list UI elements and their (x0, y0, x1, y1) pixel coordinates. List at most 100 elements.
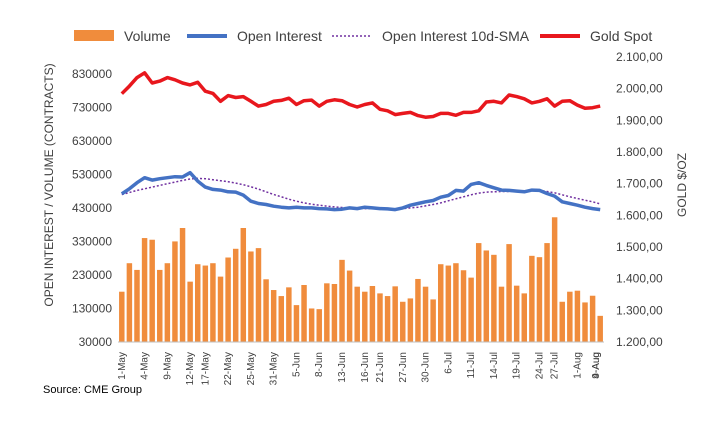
x-tick-label: 8-Jun (314, 352, 325, 377)
volume-bar (369, 286, 376, 342)
volume-bar (232, 248, 239, 342)
y-axis-right-ticks: 2.100,00 2.000,00 1.900,00 1.800,00 1.700,00… (616, 50, 663, 349)
volume-bar (529, 255, 535, 342)
y-left-tick-label: 730000 (72, 100, 112, 114)
x-tick-label: 14-Jul (489, 352, 500, 379)
y-right-tick-label: 1.900,00 (616, 113, 663, 127)
volume-bar (164, 263, 171, 342)
volume-bar (597, 315, 603, 342)
x-tick-label: 25-May (246, 352, 257, 385)
source-note: Source: CME Group (43, 384, 143, 396)
volume-bar (255, 248, 262, 342)
volume-bar (498, 286, 505, 342)
volume-bar (589, 295, 596, 342)
volume-bar (513, 285, 520, 342)
open-interest-sma-line (121, 177, 601, 210)
volume-bar (293, 305, 300, 342)
y-right-tick-label: 1.300,00 (616, 303, 663, 317)
y-left-tick-label: 630000 (72, 134, 112, 148)
y-left-tick-label: 30000 (79, 335, 113, 349)
volume-bar (582, 302, 588, 342)
volume-bar (270, 290, 277, 342)
volume-bar (460, 270, 467, 342)
y-left-tick-label: 430000 (72, 201, 112, 215)
open-interest-line (120, 170, 601, 212)
volume-bar (217, 276, 224, 342)
y-right-tick-label: 1.600,00 (616, 208, 663, 222)
y-right-tick-label: 2.100,00 (616, 50, 663, 64)
volume-bar (308, 308, 315, 342)
volume-bar (430, 299, 436, 342)
volume-bar (301, 285, 307, 342)
x-tick-label: 12-May (185, 352, 196, 385)
x-tick-label: 9-Aug (591, 352, 602, 379)
volume-bar (134, 269, 140, 342)
volume-bar (149, 239, 155, 342)
y-axis-left-ticks: 830000 730000 630000 530000 430000 330000 2300… (72, 67, 112, 349)
volume-bar (384, 296, 391, 342)
y-left-tick-label: 130000 (72, 301, 112, 315)
y-axis-right-label: GOLD $/OZ (675, 153, 689, 217)
volume-bar (157, 269, 163, 342)
volume-bar (544, 243, 550, 342)
x-tick-label: 11-Jul (466, 352, 477, 379)
volume-bar (445, 265, 452, 342)
volume-bar (422, 286, 429, 342)
x-tick-label: 21-Jun (375, 352, 386, 383)
volume-bar (286, 287, 292, 342)
volume-bar (240, 228, 247, 342)
volume-bar (377, 293, 383, 342)
volume-bar (574, 290, 581, 342)
x-tick-label: 22-May (223, 352, 234, 385)
legend-item: Open Interest 10d-SMA (332, 28, 530, 44)
x-tick-label: 1-May (117, 352, 128, 380)
x-tick-label: 6-Jul (443, 352, 454, 374)
y-right-tick-label: 1.500,00 (616, 240, 663, 254)
x-tick-label: 19-Jul (512, 352, 523, 379)
volume-bar (483, 250, 490, 342)
legend-label: Gold Spot (590, 28, 652, 44)
y-right-tick-label: 1.200,00 (616, 335, 663, 349)
volume-bar (475, 243, 482, 342)
volume-bar (225, 257, 231, 342)
x-tick-label: 9-May (162, 352, 173, 380)
gold-spot-line (120, 71, 601, 119)
volume-bar (187, 281, 193, 342)
y-right-tick-label: 1.800,00 (616, 145, 663, 159)
volume-bar (551, 217, 558, 342)
volume-bar (248, 251, 254, 342)
legend-label: Open Interest (237, 28, 322, 44)
x-tick-label: 31-May (269, 352, 280, 385)
y-right-tick-label: 1.700,00 (616, 177, 663, 191)
volume-bar (339, 259, 345, 342)
volume-bar (346, 270, 353, 342)
x-tick-label: 27-Jun (398, 352, 409, 383)
x-tick-label: 1-Aug (572, 352, 583, 379)
volume-bar (316, 309, 322, 342)
legend: Volume Open Interest Open Interest 10d-SMA… (74, 28, 652, 44)
x-tick-label: 4-Aug (591, 352, 602, 379)
volume-bar (362, 291, 368, 342)
y-axis-left-label: OPEN INTEREST / VOLUME (CONTRACTS) (42, 63, 56, 306)
x-tick-label: 16-Jun (360, 352, 371, 383)
x-tick-label: 24-Jul (534, 352, 545, 379)
volume-bar (536, 257, 543, 342)
volume-bar (559, 301, 565, 342)
volume-bar (415, 278, 421, 342)
x-tick-label: 30-Jun (421, 352, 432, 383)
x-tick-label: 27-Jul (550, 352, 561, 379)
volume-bar (453, 263, 459, 342)
legend-label: Open Interest 10d-SMA (382, 28, 530, 44)
volume-bar (567, 291, 573, 342)
volume-bar (126, 263, 133, 342)
volume-bar (202, 265, 209, 342)
volume-bar (119, 291, 125, 342)
x-tick-label: 5-Jun (291, 352, 302, 377)
volume-bar (354, 286, 360, 342)
volume-bar (210, 263, 216, 342)
volume-bar (141, 238, 148, 342)
series-lines (120, 71, 601, 212)
y-left-tick-label: 530000 (72, 167, 112, 181)
legend-label: Volume (124, 28, 171, 44)
